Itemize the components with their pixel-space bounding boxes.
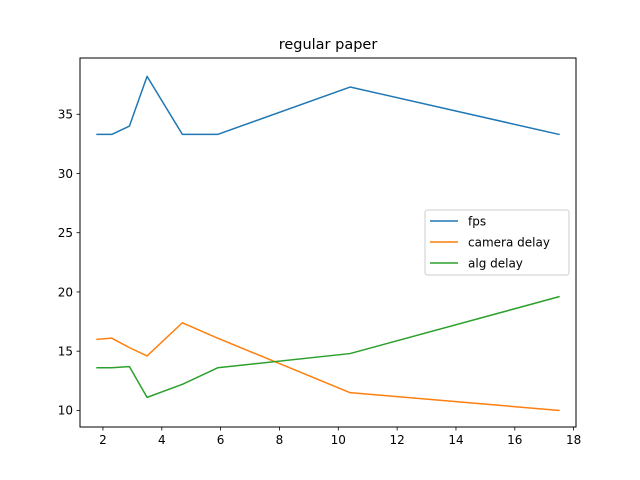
y-tick-label: 25 bbox=[58, 226, 73, 240]
x-tick-label: 8 bbox=[276, 433, 284, 447]
x-tick-label: 18 bbox=[566, 433, 581, 447]
plot-lines bbox=[96, 75, 560, 412]
series-line-2 bbox=[96, 295, 560, 399]
legend-box bbox=[424, 209, 570, 276]
x-tick-label: 12 bbox=[389, 433, 404, 447]
series-line-0 bbox=[96, 75, 560, 136]
legend-label-1: camera delay bbox=[468, 235, 550, 249]
series-line-1 bbox=[96, 322, 560, 412]
y-tick-label: 30 bbox=[58, 167, 73, 181]
y-tick-label: 20 bbox=[58, 285, 73, 299]
x-tick-label: 16 bbox=[507, 433, 522, 447]
chart-title: regular paper bbox=[279, 37, 378, 53]
x-axis: 2 4 6 8 10 12 14 16 18 bbox=[99, 427, 581, 447]
y-tick-label: 10 bbox=[58, 404, 73, 418]
x-tick-label: 2 bbox=[99, 433, 107, 447]
y-axis: 10 15 20 25 30 35 bbox=[58, 108, 80, 418]
legend-label-0: fps bbox=[468, 214, 486, 228]
x-tick-label: 10 bbox=[331, 433, 346, 447]
y-tick-label: 15 bbox=[58, 344, 73, 358]
legend: fps camera delay alg delay bbox=[424, 209, 570, 276]
legend-label-2: alg delay bbox=[468, 256, 523, 270]
y-tick-label: 35 bbox=[58, 108, 73, 122]
x-tick-label: 14 bbox=[448, 433, 463, 447]
x-tick-label: 6 bbox=[217, 433, 225, 447]
plot-frame bbox=[79, 57, 577, 428]
x-tick-label: 4 bbox=[158, 433, 166, 447]
